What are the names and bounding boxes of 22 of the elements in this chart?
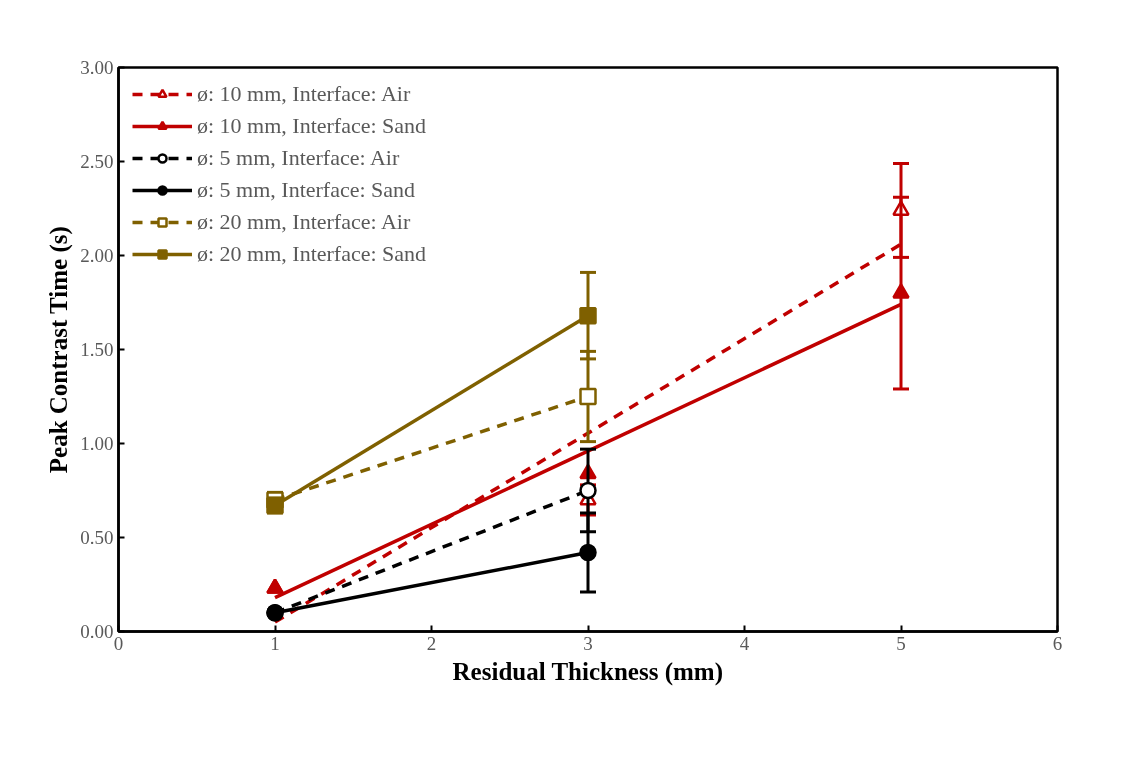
x-tick-label: 5	[896, 632, 906, 654]
legend-label: ø: 5 mm, Interface: Air	[197, 145, 400, 171]
y-axis-title: Peak Contrast Time (s)	[45, 226, 74, 474]
y-tick-label: 2.00	[80, 245, 114, 266]
x-tick-label: 0	[113, 632, 124, 654]
legend-label: ø: 20 mm, Interface: Sand	[197, 241, 427, 267]
legend-label: ø: 20 mm, Interface: Air	[197, 209, 411, 235]
x-tick-label: 3	[583, 632, 593, 654]
y-tick-label: 1.50	[80, 339, 114, 360]
y-tick-label: 1.00	[80, 433, 114, 454]
y-tick-label: 0.50	[80, 527, 114, 548]
x-axis-title: Residual Thickness (mm)	[452, 657, 723, 686]
y-tick-label: 0.00	[80, 621, 114, 642]
x-tick-label: 1	[270, 632, 280, 654]
y-tick-label: 3.00	[80, 57, 114, 78]
x-tick-label: 6	[1052, 632, 1063, 654]
legend-label: ø: 5 mm, Interface: Sand	[197, 177, 416, 203]
legend-label: ø: 10 mm, Interface: Air	[197, 81, 411, 107]
y-tick-label: 2.50	[80, 151, 114, 172]
x-tick-label: 2	[426, 632, 437, 654]
legend-label: ø: 10 mm, Interface: Sand	[197, 113, 427, 139]
x-tick-label: 4	[739, 632, 750, 654]
